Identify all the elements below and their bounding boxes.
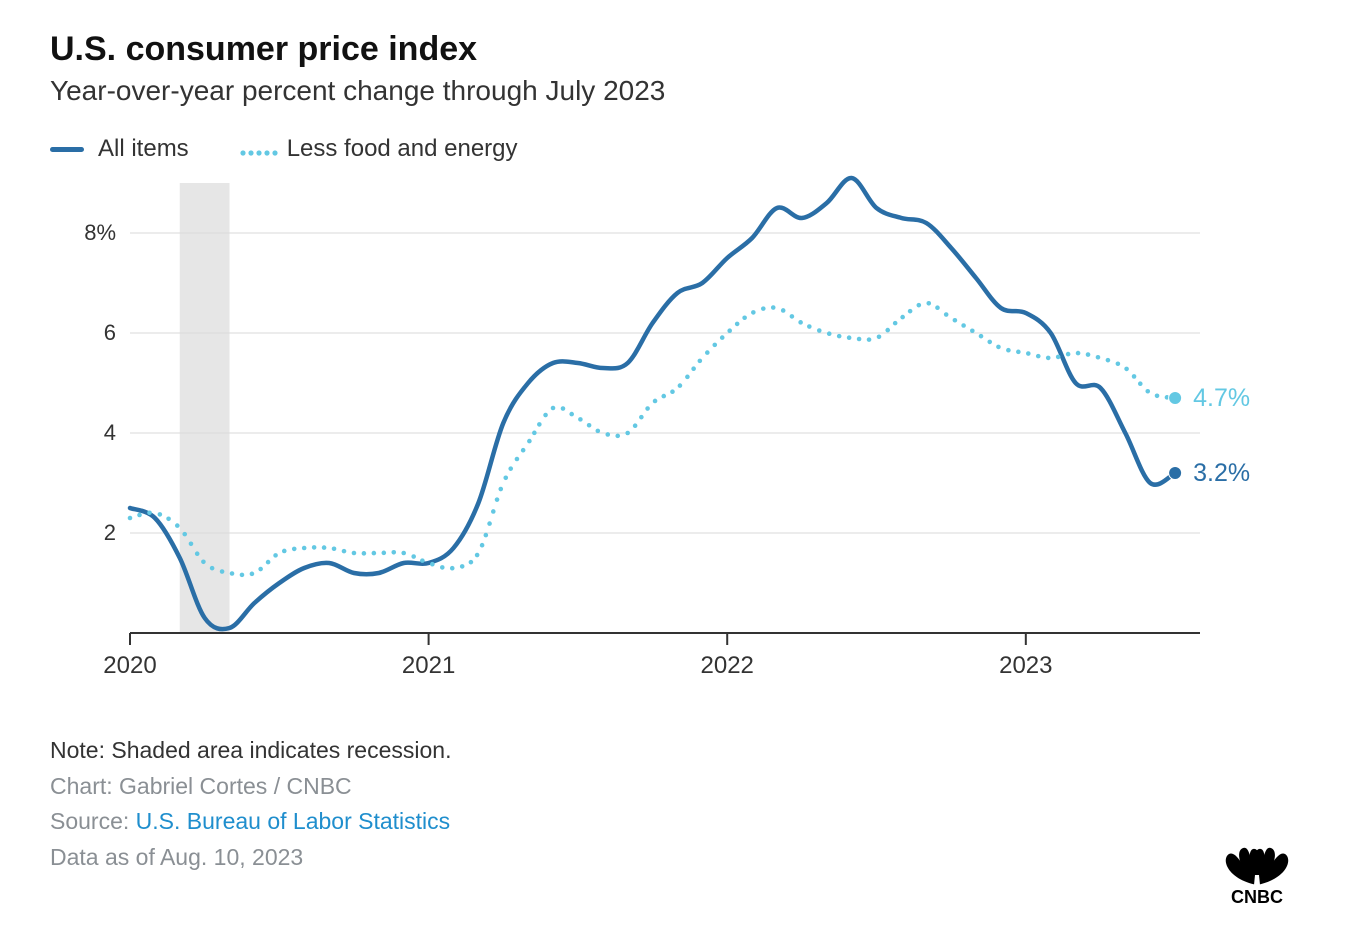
legend: All items Less food and energy — [50, 135, 1312, 163]
legend-item-all-items: All items — [50, 135, 189, 163]
legend-item-core: Less food and energy — [239, 135, 518, 163]
chart-subtitle: Year-over-year percent change through Ju… — [50, 75, 1312, 107]
note-date: Data as of Aug. 10, 2023 — [50, 840, 1312, 876]
note-credit: Chart: Gabriel Cortes / CNBC — [50, 769, 1312, 805]
svg-text:4.7%: 4.7% — [1193, 384, 1250, 412]
svg-text:2020: 2020 — [103, 652, 156, 679]
legend-label: All items — [98, 135, 189, 163]
note-source-prefix: Source: — [50, 808, 136, 834]
legend-swatch-solid — [50, 147, 84, 152]
cnbc-logo: CNBC — [1202, 843, 1312, 912]
chart-title: U.S. consumer price index — [50, 30, 1312, 69]
svg-text:2022: 2022 — [701, 652, 754, 679]
svg-text:2021: 2021 — [402, 652, 455, 679]
svg-text:2: 2 — [104, 520, 116, 545]
note-source-link[interactable]: U.S. Bureau of Labor Statistics — [136, 808, 451, 834]
chart-area: 2 4 6 8% 2020 2021 2022 2023 3.2% 4.7% — [50, 173, 1312, 693]
chart-notes: Note: Shaded area indicates recession. C… — [50, 733, 1312, 876]
svg-text:6: 6 — [104, 320, 116, 345]
svg-text:3.2%: 3.2% — [1193, 459, 1250, 487]
svg-text:4: 4 — [104, 420, 116, 445]
note-recession: Note: Shaded area indicates recession. — [50, 733, 1312, 769]
line-chart: 2 4 6 8% 2020 2021 2022 2023 3.2% 4.7% — [50, 173, 1312, 693]
svg-text:8%: 8% — [84, 220, 116, 245]
peacock-icon: CNBC — [1202, 843, 1312, 907]
legend-label: Less food and energy — [287, 135, 518, 163]
logo-text: CNBC — [1231, 887, 1283, 907]
svg-text:2023: 2023 — [999, 652, 1052, 679]
note-source: Source: U.S. Bureau of Labor Statistics — [50, 804, 1312, 840]
